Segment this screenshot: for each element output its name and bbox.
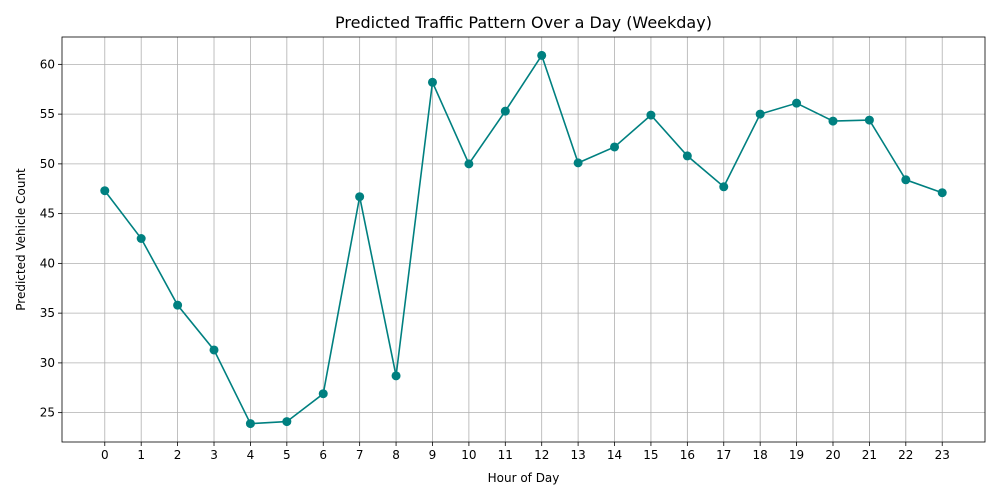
data-point: [500, 106, 510, 116]
plot-frame: [61, 36, 986, 443]
data-point: [610, 142, 620, 152]
x-tick-label: 15: [643, 448, 658, 462]
y-tick-label: 35: [40, 306, 55, 320]
x-tick-label: 8: [392, 448, 400, 462]
x-tick-label: 23: [935, 448, 950, 462]
x-tick-label: 13: [570, 448, 585, 462]
x-tick-label: 11: [498, 448, 513, 462]
x-tick-label: 3: [210, 448, 218, 462]
x-tick-label: 14: [607, 448, 622, 462]
data-point: [136, 234, 146, 244]
x-tick-label: 0: [101, 448, 109, 462]
data-point: [245, 419, 255, 429]
data-point: [318, 389, 328, 399]
x-axis-label: Hour of Day: [488, 471, 560, 485]
x-tick-label: 17: [716, 448, 731, 462]
data-point: [682, 151, 692, 161]
data-point: [937, 188, 947, 198]
y-tick-label: 30: [40, 356, 55, 370]
x-tick-label: 19: [789, 448, 804, 462]
x-tick-label: 4: [247, 448, 255, 462]
data-point: [792, 98, 802, 108]
data-point: [391, 371, 401, 381]
series-line: [104, 53, 943, 425]
data-point: [355, 192, 365, 202]
x-tick-label: 5: [283, 448, 291, 462]
x-tick-label: 12: [534, 448, 549, 462]
data-point: [828, 116, 838, 126]
x-tick-label: 22: [898, 448, 913, 462]
y-axis-label: Predicted Vehicle Count: [14, 168, 28, 311]
x-tick-label: 6: [319, 448, 327, 462]
data-point: [719, 182, 729, 192]
data-point: [755, 109, 765, 119]
x-tick-label: 2: [174, 448, 182, 462]
y-axis-ticks: 25 30 35 40 45 50 55 60: [40, 57, 62, 420]
data-point: [646, 110, 656, 120]
data-point: [173, 300, 183, 310]
data-point: [464, 159, 474, 169]
x-tick-label: 7: [356, 448, 364, 462]
grid: [62, 37, 985, 442]
y-tick-label: 45: [40, 207, 55, 221]
x-axis-ticks: 0 1 2 3 4 5 6 7 8 9 10 11 12 13 14 15 16 17 18 19 20 21 22 23: [101, 442, 950, 462]
data-point: [282, 417, 292, 427]
x-tick-label: 1: [137, 448, 145, 462]
data-point: [209, 345, 219, 355]
y-tick-label: 55: [40, 107, 55, 121]
data-point: [573, 158, 583, 168]
data-point: [901, 175, 911, 185]
x-tick-label: 9: [429, 448, 437, 462]
data-point: [864, 115, 874, 125]
x-tick-label: 18: [753, 448, 768, 462]
data-point: [427, 77, 437, 87]
y-tick-label: 40: [40, 256, 55, 270]
y-tick-label: 60: [40, 57, 55, 71]
x-tick-label: 20: [825, 448, 840, 462]
data-point: [100, 186, 110, 196]
y-tick-label: 25: [40, 406, 55, 420]
series-layer: [100, 50, 947, 429]
y-tick-label: 50: [40, 157, 55, 171]
x-tick-label: 21: [862, 448, 877, 462]
chart-title: Predicted Traffic Pattern Over a Day (We…: [335, 13, 712, 32]
x-tick-label: 16: [680, 448, 695, 462]
data-point: [537, 50, 547, 60]
x-tick-label: 10: [461, 448, 476, 462]
